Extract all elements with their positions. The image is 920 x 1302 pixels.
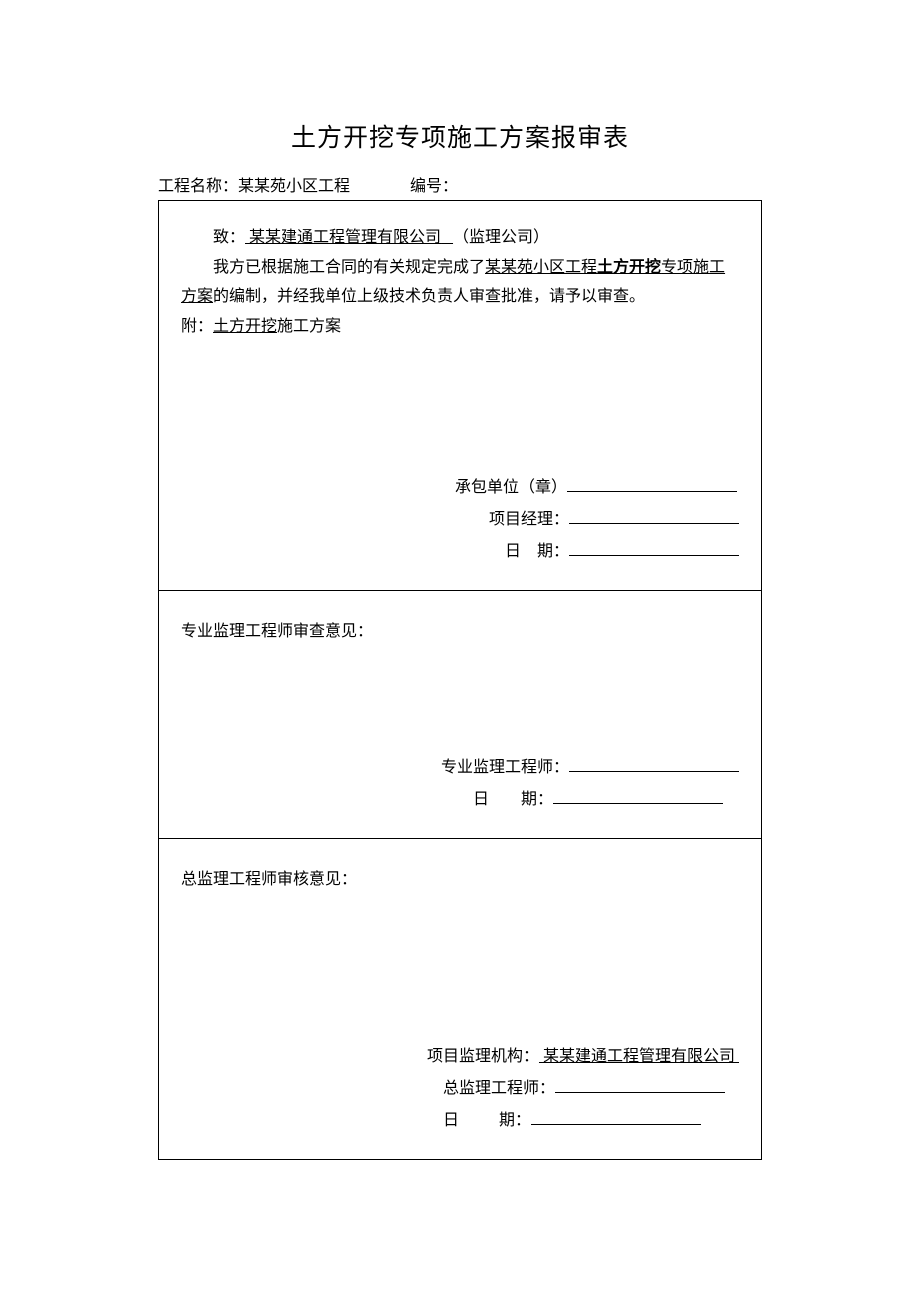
sig-org-value: 某某建通工程管理有限公司 [539, 1048, 739, 1065]
sig-chief-blank [555, 1078, 725, 1093]
sig-block-3: 项目监理机构： 某某建通工程管理有限公司 总监理工程师： 日 期： [427, 1041, 739, 1137]
sig-unit-label: 承包单位（章） [455, 479, 567, 496]
attach-underline: 土方开挖 [213, 318, 277, 335]
sig-date-post-1: 期： [537, 543, 569, 560]
sig-date-post-2: 期： [521, 791, 553, 808]
form-table: 致： 某某建通工程管理有限公司 （监理公司） 我方已根据施工合同的有关规定完成了… [158, 200, 762, 1160]
section-engineer: 专业监理工程师审查意见： 专业监理工程师： 日 期： [159, 591, 761, 839]
to-company: 某某建通工程管理有限公司 [245, 229, 453, 246]
sig-pm-label: 项目经理： [489, 511, 569, 528]
header-row: 工程名称：某某苑小区工程 编号： [158, 172, 762, 196]
sig-date-blank-1 [569, 541, 739, 556]
sig-org-label: 项目监理机构： [427, 1048, 539, 1065]
sig-date-row-3: 日 期： [443, 1105, 739, 1137]
sig-date-blank-3 [531, 1110, 701, 1125]
sig-date-blank-2 [553, 789, 723, 804]
sig-unit-row: 承包单位（章） [455, 472, 739, 504]
attach-post: 施工方案 [277, 318, 341, 335]
project-label: 工程名称： [158, 178, 238, 195]
sig-engineer-label: 专业监理工程师： [441, 759, 569, 776]
number-label: 编号： [410, 178, 458, 195]
attach-label: 附： [181, 318, 213, 335]
sig-pm-blank [569, 509, 739, 524]
chief-opinion-label: 总监理工程师审核意见： [181, 865, 739, 895]
sig-date-post-3: 期： [499, 1112, 531, 1129]
to-label: 致： [213, 229, 245, 246]
sig-date-row-1: 日 期： [505, 536, 739, 568]
to-line: 致： 某某建通工程管理有限公司 （监理公司） [181, 223, 739, 253]
body-bold: 土方开挖 [597, 259, 661, 276]
sig-pm-row: 项目经理： [489, 504, 739, 536]
section-applicant: 致： 某某建通工程管理有限公司 （监理公司） 我方已根据施工合同的有关规定完成了… [159, 201, 761, 591]
sig-engineer-blank [569, 757, 739, 772]
body-pre: 我方已根据施工合同的有关规定完成了 [213, 259, 485, 276]
sig-date-row-2: 日 期： [473, 784, 739, 816]
sig-unit-blank [567, 477, 737, 492]
section-chief: 总监理工程师审核意见： 项目监理机构： 某某建通工程管理有限公司 总监理工程师：… [159, 839, 761, 1159]
body-project: 某某苑小区工程 [485, 259, 597, 276]
body-post2: 的编制，并经我单位上级技术负责人审查批准，请予以审查。 [213, 288, 645, 305]
to-suffix: （监理公司） [453, 229, 549, 246]
sig-date-pre-2: 日 [473, 791, 489, 808]
body-text: 我方已根据施工合同的有关规定完成了某某苑小区工程土方开挖专项施工方案的编制，并经… [181, 259, 725, 306]
sig-engineer-row: 专业监理工程师： [441, 752, 739, 784]
form-title: 土方开挖专项施工方案报审表 [158, 118, 762, 154]
sig-block-2: 专业监理工程师： 日 期： [441, 752, 739, 816]
engineer-opinion-label: 专业监理工程师审查意见： [181, 617, 739, 647]
sig-date-pre-3: 日 [443, 1112, 459, 1129]
sig-chief-label: 总监理工程师： [443, 1080, 555, 1097]
sig-date-pre-1: 日 [505, 543, 521, 560]
project-name: 某某苑小区工程 [238, 178, 350, 195]
sig-chief-row: 总监理工程师： [443, 1073, 739, 1105]
sig-block-1: 承包单位（章） 项目经理： 日 期： [455, 472, 739, 568]
sig-org-row: 项目监理机构： 某某建通工程管理有限公司 [427, 1041, 739, 1073]
attach-line: 附：土方开挖施工方案 [181, 312, 739, 342]
